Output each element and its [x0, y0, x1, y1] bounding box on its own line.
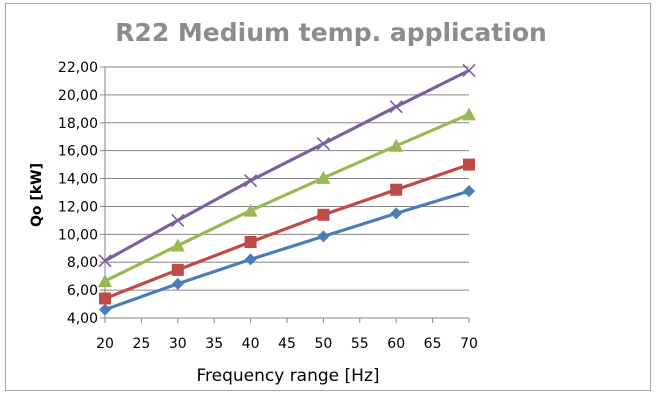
tick-labels: 4,00 6,00 8,00 10,00 12,00 14,00 16,00 18,00 20,…	[58, 60, 478, 352]
data-point-x	[316, 137, 330, 151]
data-point-triangle	[98, 274, 112, 288]
x-tick-label: 45	[278, 336, 296, 352]
chart-frame	[5, 3, 651, 391]
series-2	[99, 158, 475, 305]
x-tick-label: 30	[169, 336, 187, 352]
x-tick-label: 35	[205, 336, 223, 352]
data-point-diamond	[463, 185, 475, 198]
grid-lines	[105, 66, 469, 291]
series-line	[104, 189, 470, 312]
data-point-x	[462, 63, 476, 78]
data-point-triangle	[462, 107, 476, 121]
data-point-diamond	[317, 230, 330, 243]
x-tick-label: 55	[351, 336, 369, 352]
data-point-diamond	[171, 277, 184, 290]
x-tick-label: 50	[314, 336, 332, 352]
data-point-square	[244, 236, 257, 249]
x-axis-label: Frequency range [Hz]	[196, 366, 379, 386]
series-line	[104, 163, 470, 300]
y-axis-label: Qo [kW]	[29, 163, 45, 227]
y-tick-label: 16,00	[58, 144, 98, 160]
series-1	[99, 185, 475, 316]
x-tick-label: 20	[96, 336, 114, 352]
data-point-square	[390, 183, 403, 196]
series-line	[104, 112, 470, 283]
data-point-diamond	[99, 303, 111, 316]
series-3	[98, 107, 476, 288]
data-point-x	[98, 254, 112, 268]
y-tick-label: 10,00	[58, 227, 98, 243]
data-point-triangle	[316, 170, 331, 184]
y-tick-label: 14,00	[58, 172, 98, 188]
data-point-square	[463, 158, 475, 171]
y-tick-label: 22,00	[58, 60, 98, 76]
series-line	[104, 69, 470, 263]
x-tick-label: 25	[132, 336, 150, 352]
y-tick-label: 6,00	[67, 283, 98, 299]
data-point-square	[171, 263, 184, 276]
data-point-square	[99, 292, 111, 305]
x-tick-label: 60	[387, 336, 405, 352]
chart-title: R22 Medium temp. application	[115, 18, 547, 47]
y-tick-label: 8,00	[67, 255, 98, 271]
x-tick-label: 65	[424, 336, 442, 352]
x-tick-label: 40	[242, 336, 260, 352]
data-point-diamond	[244, 253, 257, 266]
data-point-triangle	[243, 203, 258, 217]
x-tick-label: 70	[460, 336, 478, 352]
data-point-diamond	[390, 207, 403, 220]
series-lines	[98, 63, 476, 316]
data-point-triangle	[389, 138, 404, 152]
y-tick-label: 4,00	[67, 311, 98, 327]
series-4	[98, 63, 476, 268]
data-point-x	[244, 174, 258, 188]
data-point-x	[389, 100, 403, 114]
data-point-square	[317, 208, 330, 221]
data-point-x	[171, 213, 185, 227]
y-tick-label: 18,00	[58, 116, 98, 132]
y-tick-label: 12,00	[58, 199, 98, 215]
data-point-triangle	[170, 238, 185, 252]
y-tick-label: 20,00	[58, 88, 98, 104]
axes	[100, 66, 470, 323]
